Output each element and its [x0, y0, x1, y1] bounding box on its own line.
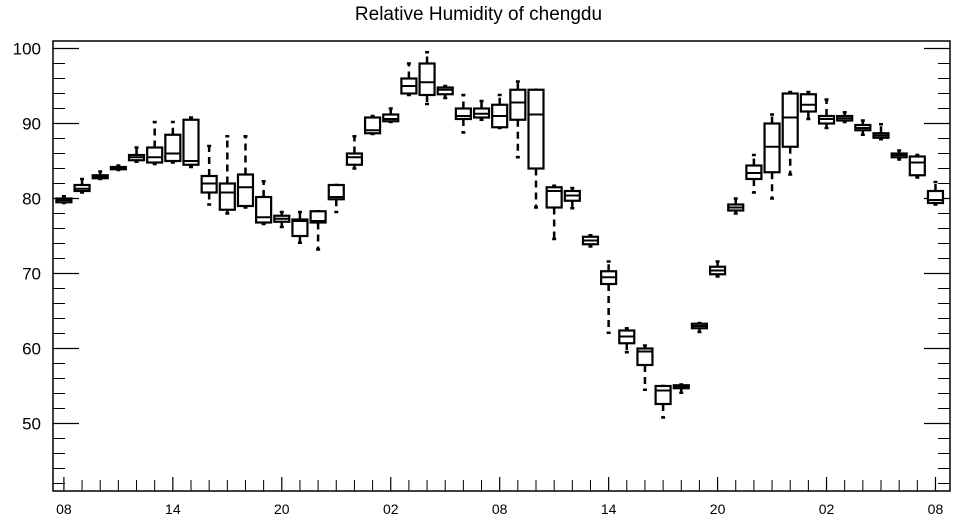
x-tick-label: 14: [165, 501, 181, 517]
x-tick-label: 02: [383, 501, 399, 517]
box-item: [345, 135, 364, 170]
box-iqr: [454, 107, 472, 121]
box-iqr: [654, 384, 672, 406]
box-item: [436, 84, 454, 100]
x-axis: 08 14 20 02 08 14 20 02 08: [56, 501, 943, 517]
x-minor-ticks: [63, 477, 937, 491]
box-iqr: [345, 152, 364, 166]
x-tick-label: 08: [928, 501, 944, 517]
box-item: [654, 384, 672, 419]
y-tick-label: 70: [22, 265, 41, 284]
y-tick-label: 90: [22, 115, 41, 134]
box-iqr: [527, 88, 545, 170]
box-item: [236, 135, 255, 209]
box-item: [563, 186, 581, 210]
box-iqr: [781, 92, 799, 148]
box-item: [55, 195, 73, 205]
x-tick-label: 08: [492, 501, 508, 517]
box-item: [109, 164, 127, 172]
box-iqr: [291, 218, 309, 238]
box-item: [363, 114, 382, 136]
box-item: [890, 149, 908, 161]
box-item: [255, 180, 273, 226]
box-item: [763, 113, 781, 200]
box-item: [454, 93, 472, 134]
box-item: [781, 90, 799, 176]
box-iqr: [218, 182, 236, 211]
box-item: [491, 93, 509, 130]
y-axis: 50 60 70 80 90 100: [13, 40, 950, 434]
box-iqr: [182, 118, 200, 166]
box-item: [926, 180, 945, 206]
box-item: [745, 153, 763, 194]
box-item: [164, 120, 182, 164]
box-iqr: [309, 210, 327, 224]
box-item: [581, 234, 600, 248]
box-item: [708, 260, 727, 278]
x-tick-label: 20: [710, 501, 726, 517]
box-item: [73, 177, 91, 194]
y-tick-label: 60: [22, 340, 41, 359]
box-item: [545, 184, 563, 241]
box-iqr: [799, 93, 817, 113]
box-item: [672, 383, 690, 394]
y-tick-label: 50: [22, 415, 41, 434]
box-item: [309, 210, 327, 251]
box-item: [273, 210, 291, 229]
box-item: [600, 260, 618, 334]
box-item: [636, 344, 654, 391]
y-tick-label: 100: [13, 40, 41, 59]
box-iqr: [545, 186, 563, 209]
box-iqr: [763, 122, 781, 174]
box-item: [618, 327, 636, 354]
box-item: [472, 99, 491, 121]
box-item: [327, 183, 345, 214]
y-tick-label: 80: [22, 190, 41, 209]
box-item: [872, 123, 890, 141]
box-item: [527, 88, 545, 209]
box-iqr: [436, 86, 454, 96]
box-iqr: [926, 189, 945, 205]
box-iqr: [418, 62, 436, 97]
box-item: [400, 62, 418, 97]
chart-title: Relative Humidity of chengdu: [354, 4, 603, 25]
box-item: [291, 210, 309, 244]
box-item: [817, 98, 836, 130]
box-item: [836, 111, 854, 124]
plot-border: [52, 40, 951, 492]
box-iqr: [255, 195, 273, 224]
box-item: [200, 144, 218, 206]
box-item: [690, 321, 709, 334]
box-item: [854, 119, 872, 136]
box-series: [55, 51, 945, 419]
box-item: [218, 135, 236, 215]
box-item: [146, 120, 164, 166]
plot-frame: [52, 40, 951, 492]
box-item: [418, 51, 436, 106]
box-iqr: [382, 113, 400, 123]
box-iqr: [164, 133, 182, 163]
box-item: [509, 80, 527, 159]
box-item: [799, 90, 817, 121]
box-item: [908, 153, 926, 179]
x-tick-label: 14: [601, 501, 617, 517]
box-item: [127, 146, 146, 163]
x-tick-label: 20: [274, 501, 290, 517]
box-item: [91, 170, 109, 181]
box-item: [382, 107, 400, 124]
box-item: [182, 116, 200, 169]
box-iqr: [327, 183, 345, 201]
box-iqr: [636, 347, 654, 367]
box-iqr: [236, 173, 255, 208]
box-item: [727, 197, 745, 215]
x-tick-label: 08: [56, 501, 72, 517]
y-minor-ticks: [53, 63, 950, 484]
box-iqr: [509, 88, 527, 121]
box-iqr: [146, 146, 164, 164]
x-tick-label: 02: [819, 501, 835, 517]
box-iqr: [908, 155, 926, 177]
